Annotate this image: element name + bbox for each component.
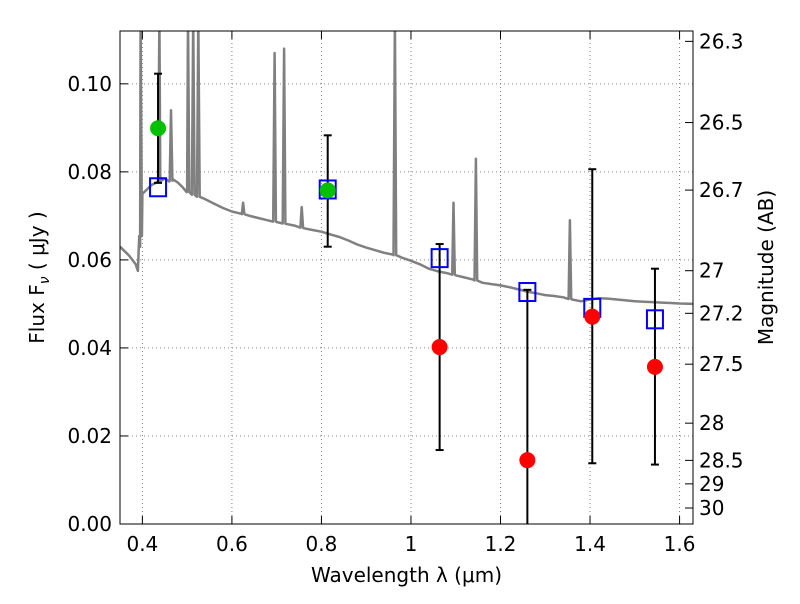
x-tick-label: 1	[405, 532, 418, 556]
mag-tick-label: 26.5	[699, 111, 744, 135]
grid-layer	[120, 31, 693, 524]
y-tick-label: 0.10	[67, 72, 112, 96]
model-photometry-box	[645, 309, 664, 330]
x-tick-label: 0.6	[216, 532, 248, 556]
plot-frame	[119, 30, 694, 525]
y-tick-label: 0.08	[67, 160, 112, 184]
y-tick-label: 0.00	[67, 512, 112, 536]
x-tick-label: 1.2	[485, 532, 517, 556]
x-tick-label: 0.8	[306, 532, 338, 556]
model-photometry-box	[430, 248, 449, 269]
y-tick-label: 0.04	[67, 336, 112, 360]
model-photometry-box	[149, 177, 168, 198]
y-axis-label-main: Flux F	[25, 284, 49, 343]
magnitude-axis-label: Magnitude (AB)	[754, 190, 778, 345]
y-axis-label-unit: ( μJy )	[25, 211, 49, 276]
detection-point	[150, 120, 167, 137]
upper-limit-point	[519, 452, 536, 469]
mag-tick-label: 27	[699, 259, 724, 283]
detection-point	[319, 182, 336, 199]
x-tick-label: 1.6	[664, 532, 696, 556]
sed-layer	[120, 31, 693, 306]
mag-tick-label: 26.7	[699, 178, 744, 202]
y-axis-label-sub: ν	[37, 276, 53, 284]
y-tick-label: 0.02	[67, 424, 112, 448]
x-tick-label: 1.4	[574, 532, 606, 556]
mag-tick-label: 27.2	[699, 301, 744, 325]
errorbar-layer	[154, 72, 659, 524]
mag-tick-label: 30	[699, 496, 724, 520]
mag-tick-label: 28.5	[699, 448, 744, 472]
upper-limit-point	[431, 339, 448, 356]
y-axis-label: Flux Fν ( μJy )	[25, 211, 53, 343]
model-photometry-box	[318, 179, 337, 200]
mag-tick-label: 26.3	[699, 29, 744, 53]
mag-tick-label: 27.5	[699, 352, 744, 376]
mag-tick-label: 29	[699, 472, 724, 496]
tick-layer: 0.4 0.6 0.8 1 1.2 1.4 1.6 0.00 0.02 0.04 0.06 0.08 0…	[67, 29, 743, 556]
sed-spectrum-line	[120, 31, 693, 306]
marker-layer	[149, 120, 664, 469]
x-tick-label: 0.4	[126, 532, 158, 556]
y-tick-label: 0.06	[67, 248, 112, 272]
upper-limit-point	[584, 308, 601, 325]
x-axis-label: Wavelength λ (μm)	[311, 563, 502, 587]
mag-tick-label: 28	[699, 411, 724, 435]
model-photometry-box	[518, 282, 537, 303]
upper-limit-point	[646, 358, 663, 375]
